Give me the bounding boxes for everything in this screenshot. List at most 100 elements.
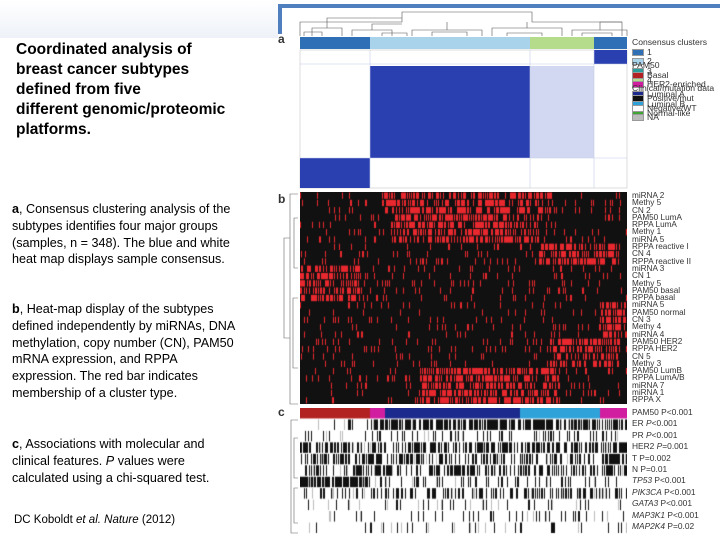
legend-swatch bbox=[632, 81, 644, 89]
row-label-b-23: Methy 3 bbox=[632, 358, 662, 368]
legend-label: 3 bbox=[647, 65, 652, 76]
row-label-b-13: PAM50 basal bbox=[632, 285, 681, 295]
row-label-b-17: CN 3 bbox=[632, 315, 651, 325]
consensus-bar-cluster-1b bbox=[594, 37, 627, 49]
row-label-b-9: RPPA reactive II bbox=[632, 256, 692, 266]
row-label-b-20: PAM50 HER2 bbox=[632, 336, 683, 346]
legend-label: Normal-like bbox=[647, 108, 691, 119]
row-label-b-27: miRNA 1 bbox=[632, 388, 665, 398]
row-label-b-19: miRNA 4 bbox=[632, 329, 665, 339]
legend-label: Basal bbox=[647, 69, 669, 80]
legend-consensus-title: Consensus clusters bbox=[632, 37, 707, 47]
caption-c-text-pre: , Associations with molecular and clinic… bbox=[12, 437, 205, 468]
row-label-c-7: PIK3CA P<0.001 bbox=[632, 486, 696, 497]
row-label-c-4: T P=0.002 bbox=[632, 452, 671, 463]
row-label-b-6: miRNA 5 bbox=[632, 234, 665, 244]
slide-title: Coordinated analysis of breast cancer su… bbox=[16, 41, 226, 138]
heatmap-c bbox=[300, 408, 627, 534]
row-label-b-4: RPPA LumA bbox=[632, 220, 677, 230]
legend-label: Positive/mut bbox=[647, 92, 694, 103]
consensus-bar-cluster-1 bbox=[300, 37, 370, 49]
row-label-c-3: HER2 P=0.001 bbox=[632, 441, 689, 452]
row-label-b-28: RPPA X bbox=[632, 395, 661, 405]
row-label-b-12: Methy 5 bbox=[632, 278, 662, 288]
legend-item-pam50-0: Basal bbox=[632, 69, 714, 81]
row-label-b-15: miRNA 5 bbox=[632, 300, 665, 310]
legend-label: Luminal B bbox=[647, 98, 686, 109]
caption-c-letter: c bbox=[12, 437, 20, 451]
legend-swatch bbox=[632, 71, 644, 79]
row-label-b-0: miRNA 2 bbox=[632, 191, 665, 200]
row-label-b-18: Methy 4 bbox=[632, 322, 662, 332]
row-label-b-22: CN 5 bbox=[632, 351, 651, 361]
row-label-b-25: RPPA LumA/B bbox=[632, 373, 685, 383]
legend-swatch bbox=[632, 48, 644, 56]
row-label-b-14: RPPA basal bbox=[632, 293, 676, 303]
panel-a-letter: a bbox=[278, 32, 285, 46]
row-label-b-24: PAM50 LumB bbox=[632, 366, 682, 376]
row-label-c-6: TP53 P<0.001 bbox=[632, 475, 686, 486]
caption-c-text-post: values were calculated using a chi-squar… bbox=[12, 453, 210, 485]
legend-label: NA bbox=[647, 112, 659, 123]
figure: a bbox=[278, 8, 720, 540]
legend-label: 1 bbox=[647, 46, 652, 57]
citation: DC Koboldt et al. Nature (2012) bbox=[14, 514, 175, 526]
legend-label: Negative/WT bbox=[647, 102, 697, 113]
row-labels-c: PAM50 P<0.001 ER P<0.001 PR P<0.001 HER2 P=… bbox=[632, 407, 699, 533]
consensus-matrix bbox=[299, 49, 628, 189]
panel-b-letter: b bbox=[278, 192, 286, 206]
legend-item-consensus-0: 1 bbox=[632, 46, 714, 58]
figure-graphics bbox=[283, 11, 628, 534]
row-label-b-1: Methy 5 bbox=[632, 198, 662, 208]
row-label-b-2: CN 2 bbox=[632, 205, 651, 215]
consensus-bar-cluster-4 bbox=[530, 37, 594, 49]
legend-pam50-list: Basal HER2-enriched Luminal A Luminal B Norm… bbox=[632, 69, 714, 118]
row-label-b-7: RPPA reactive I bbox=[632, 242, 689, 252]
row-labels-b: miRNA 2 Methy 5 CN 2 PAM50 LumA RPPA LumA Met… bbox=[632, 191, 692, 405]
consensus-bar-cluster-2 bbox=[370, 37, 530, 49]
citation-authors: DC Koboldt bbox=[14, 514, 77, 526]
legend-swatch bbox=[632, 58, 644, 66]
row-label-b-5: Methy 1 bbox=[632, 227, 662, 237]
caption-b-letter: b bbox=[12, 302, 20, 316]
row-label-c-9: MAP3K1 P<0.001 bbox=[632, 509, 699, 520]
legend-clinical-list: Positive/mut Negative/WT NA bbox=[632, 92, 714, 122]
legend-label: Luminal A bbox=[647, 88, 685, 99]
row-label-b-21: RPPA HER2 bbox=[632, 344, 678, 354]
legend-clinical-title: Clinical/mutation data bbox=[632, 83, 715, 94]
legend-label: 4 bbox=[647, 75, 652, 86]
row-label-c-1: ER P<0.001 bbox=[632, 418, 678, 429]
header-shade bbox=[0, 0, 278, 38]
row-label-c-8: GATA3 P<0.001 bbox=[632, 498, 692, 509]
row-label-b-3: PAM50 LumA bbox=[632, 212, 682, 222]
citation-year: (2012) bbox=[138, 514, 176, 526]
row-label-b-11: CN 1 bbox=[632, 271, 651, 281]
caption-a: a, Consensus clustering analysis of the … bbox=[12, 201, 237, 268]
row-dendrogram-c bbox=[290, 419, 298, 534]
row-label-c-2: PR P<0.001 bbox=[632, 429, 678, 440]
row-dendrogram-b bbox=[283, 193, 298, 405]
panel-c-letter: c bbox=[278, 405, 285, 419]
dendrogram-a bbox=[299, 11, 628, 36]
row-label-b-16: PAM50 normal bbox=[632, 307, 686, 317]
caption-a-letter: a bbox=[12, 202, 20, 216]
row-label-b-26: miRNA 7 bbox=[632, 380, 665, 390]
caption-b-text: , Heat-map display of the subtypes defin… bbox=[12, 302, 235, 400]
row-label-b-8: CN 4 bbox=[632, 249, 651, 259]
heatmap-b bbox=[300, 192, 627, 404]
legend-item-clinical-0: Positive/mut bbox=[632, 92, 714, 104]
legend-label: HER2-enriched bbox=[647, 79, 706, 90]
citation-journal: et al. Nature bbox=[76, 514, 139, 526]
legend-pam50-title: PAM50 bbox=[632, 60, 660, 71]
legend-item-pam50-1: HER2-enriched bbox=[632, 80, 714, 90]
legend-item-clinical-2: NA bbox=[632, 112, 714, 123]
row-label-b-10: miRNA 3 bbox=[632, 263, 665, 273]
caption-a-text: , Consensus clustering analysis of the s… bbox=[12, 202, 231, 267]
caption-b: b, Heat-map display of the subtypes defi… bbox=[12, 301, 237, 402]
legend-swatch bbox=[632, 94, 644, 102]
row-label-c-5: N P=0.01 bbox=[632, 463, 668, 474]
legend-swatch bbox=[632, 114, 644, 122]
caption-c-text-italic: P bbox=[105, 453, 115, 468]
row-label-c-10: MAP2K4 P=0.02 bbox=[632, 520, 695, 531]
